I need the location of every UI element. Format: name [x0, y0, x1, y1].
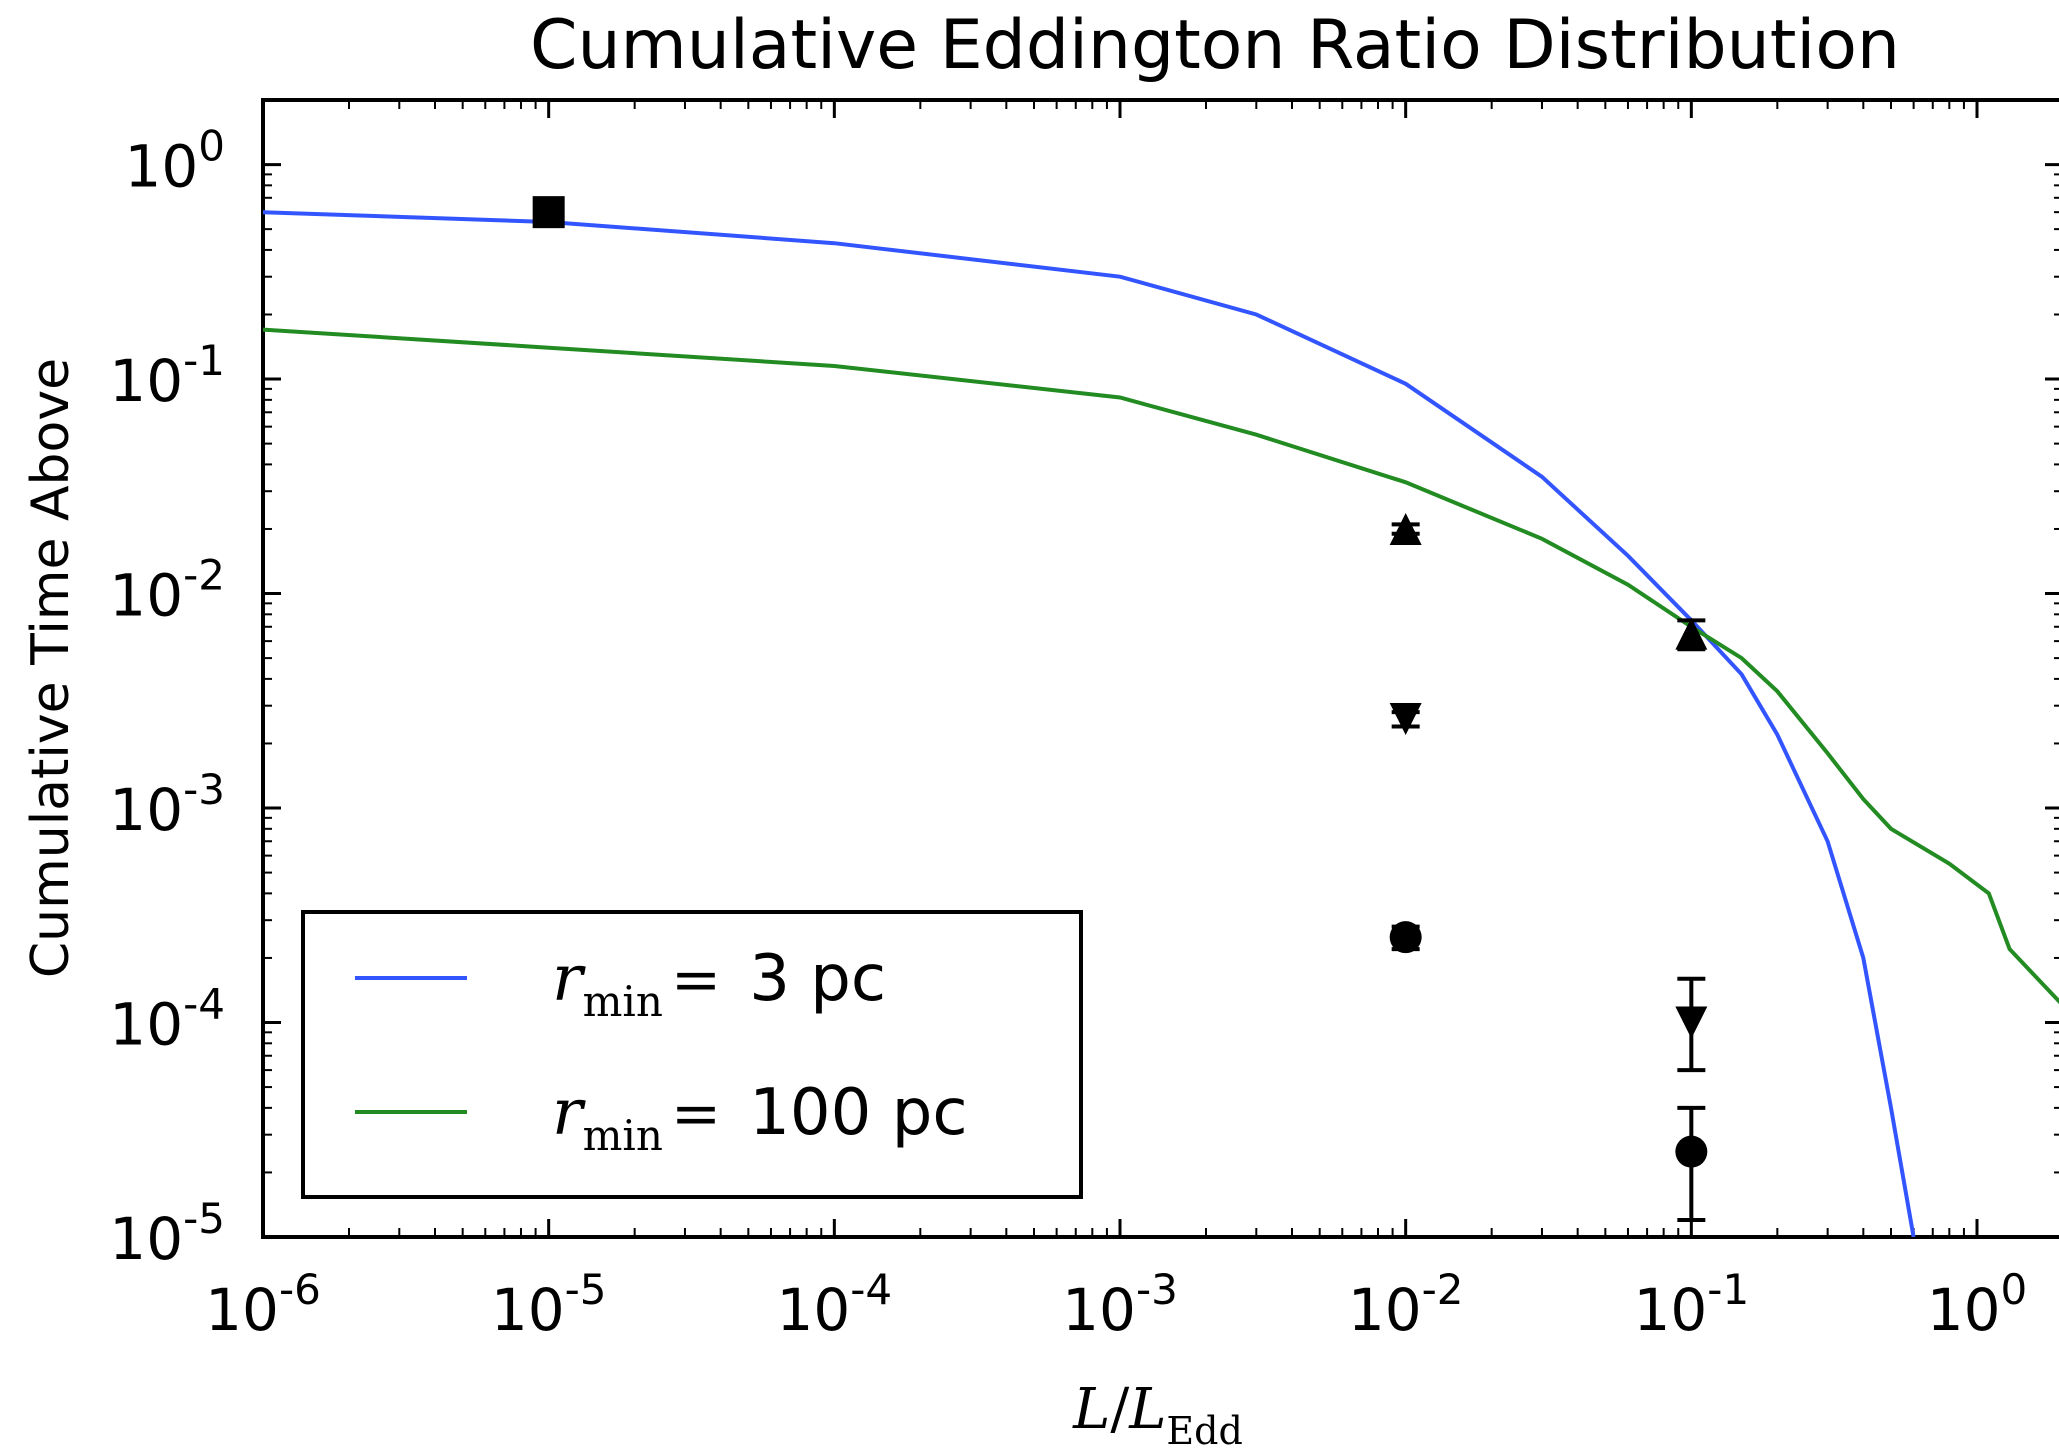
marker-circle [1389, 921, 1422, 954]
legend-label-100pc: rmin = 100 pc [552, 1076, 968, 1160]
chart-title: Cumulative Eddington Ratio Distribution [530, 6, 1900, 85]
x-label-l: L [1072, 1377, 1110, 1442]
y-tick-label: 10-1 [109, 336, 225, 415]
x-label-sub: Edd [1166, 1409, 1242, 1448]
y-axis-label: Cumulative Time Above [21, 358, 81, 978]
legend-box [301, 910, 1083, 1199]
y-tick-label: 10-4 [109, 980, 225, 1059]
y-tick-label: 10-5 [109, 1194, 225, 1273]
x-tick-label: 10-5 [491, 1265, 607, 1344]
series-line-100pc [263, 327, 2059, 1005]
x-tick-label: 10-1 [1633, 1265, 1749, 1344]
marker-triangle-up [1675, 617, 1708, 650]
x-label-slash: / [1110, 1377, 1129, 1442]
x-axis-ticks: 10-6 10-5 10-4 10-3 10-2 10-1 100 [205, 100, 2027, 1344]
x-tick-label: 10-2 [1348, 1265, 1464, 1344]
y-tick-label: 100 [124, 122, 225, 201]
x-tick-label: 10-6 [205, 1265, 321, 1344]
y-tick-label: 10-2 [109, 551, 225, 630]
legend: rmin = 3 pc rmin = 100 pc [301, 910, 1083, 1199]
x-tick-label: 10-3 [1062, 1265, 1178, 1344]
x-tick-label: 10-4 [776, 1265, 892, 1344]
marker-square [532, 196, 565, 229]
x-minor-ticks [347, 100, 1965, 1237]
marker-triangle-down [1675, 1006, 1708, 1039]
legend-label-3pc: rmin = 3 pc [552, 942, 886, 1026]
x-label-l-edd: L [1128, 1377, 1166, 1442]
marker-circle [1675, 1135, 1708, 1168]
series-layer [263, 210, 2059, 1237]
y-axis-ticks: 100 10-1 10-2 10-3 10-4 10-5 [109, 122, 2059, 1273]
marker-layer [532, 196, 1708, 1223]
x-axis-label: L/LEdd [1072, 1377, 1243, 1448]
x-tick-label: 100 [1927, 1265, 2028, 1344]
marker-triangle-up [1389, 512, 1422, 545]
svg-text:L/LEdd: L/LEdd [1072, 1377, 1243, 1448]
series-line-3pc [263, 210, 1916, 1237]
marker-triangle-down [1389, 703, 1422, 736]
y-tick-label: 10-3 [109, 765, 225, 844]
